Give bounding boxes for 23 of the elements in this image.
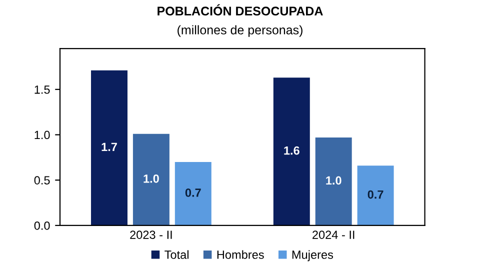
data-label: 0.7: [185, 188, 201, 197]
legend-label: Hombres: [217, 250, 264, 259]
y-tick-label: 0.0: [34, 221, 50, 230]
data-label: 1.0: [144, 174, 159, 183]
legend-label: Mujeres: [292, 250, 334, 262]
data-label: 1.7: [102, 142, 117, 151]
chart-title: POBLACIÓN DESOCUPADA: [158, 4, 323, 16]
bar: [315, 137, 352, 226]
bar: [273, 78, 310, 226]
bar: [357, 166, 394, 226]
data-label: 1.0: [326, 176, 342, 185]
chart-subtitle: (millones de personas): [178, 25, 302, 37]
bar: [91, 70, 128, 226]
x-tick-label: 2023 - II: [130, 230, 172, 239]
x-tick-label: 2024 - II: [312, 230, 354, 239]
bar: [174, 162, 212, 226]
y-tick-label: 0.5: [34, 176, 50, 184]
y-tick-label: 1.0: [34, 130, 50, 140]
bar: [132, 134, 170, 226]
data-label: 1.6: [284, 146, 300, 155]
data-label: 0.7: [368, 190, 384, 199]
legend-label: Total: [164, 250, 188, 259]
y-tick-label: 1.5: [34, 86, 50, 94]
